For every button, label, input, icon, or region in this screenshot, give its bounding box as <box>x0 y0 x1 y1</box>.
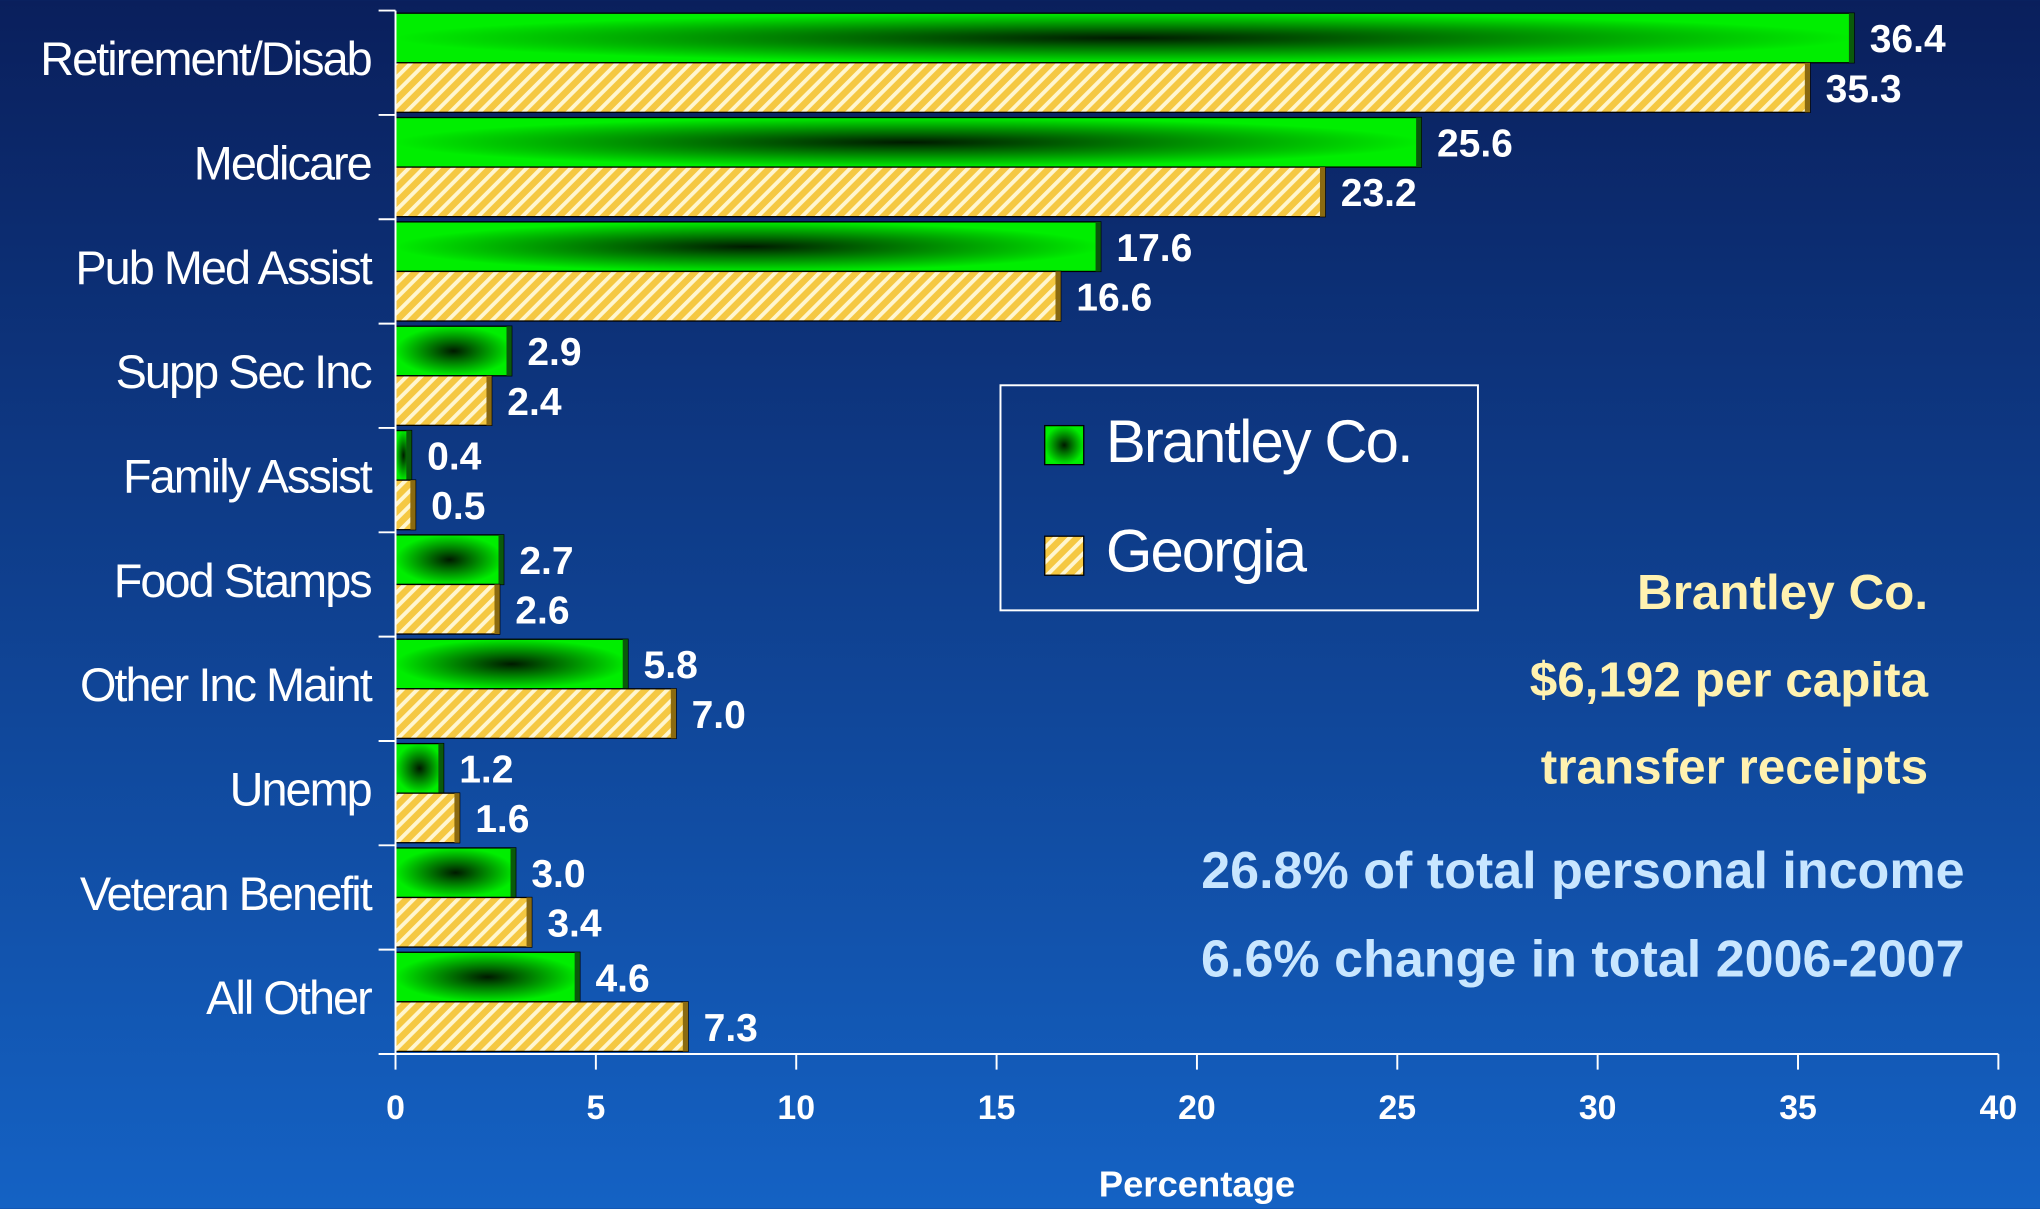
annotation: $6,192 per capita <box>1530 652 1929 707</box>
y-tick-label: Supp Sec Inc <box>116 346 373 398</box>
bar <box>394 638 629 690</box>
data-label: 4.6 <box>595 957 649 1000</box>
bar-side <box>1055 271 1061 322</box>
y-tick-label: Pub Med Assist <box>75 242 372 294</box>
data-label: 3.0 <box>531 853 585 896</box>
bar <box>394 325 513 377</box>
bar-side <box>1095 221 1101 272</box>
data-label: 7.0 <box>692 694 746 737</box>
bar-side <box>454 793 460 843</box>
x-tick-label: 30 <box>1579 1089 1617 1127</box>
y-tick-label: Other Inc Maint <box>80 659 373 711</box>
bar-side <box>1804 62 1811 113</box>
bar <box>394 896 533 948</box>
bar <box>394 688 677 740</box>
data-label: 2.9 <box>527 331 581 374</box>
bar-side <box>622 639 628 689</box>
x-axis-label: Percentage <box>1099 1163 1295 1204</box>
plot: Retirement/Disab 36.4 35.3 Medicare 25.6 23.2… <box>40 9 2018 1127</box>
bar-side <box>410 480 416 530</box>
data-label: 35.3 <box>1826 68 1902 111</box>
y-tick-label: All Other <box>206 972 372 1024</box>
y-tick-label: Retirement/Disab <box>40 33 371 85</box>
x-tick-label: 40 <box>1980 1089 2018 1127</box>
legend-swatch <box>1044 424 1085 466</box>
y-tick-label: Food Stamps <box>114 555 372 607</box>
bar <box>394 12 1855 64</box>
bar-side <box>670 688 677 739</box>
x-tick-label: 25 <box>1378 1089 1416 1127</box>
legend-box <box>999 384 1479 612</box>
bar-side <box>506 326 512 376</box>
bar-side <box>526 897 532 948</box>
bar <box>394 116 1422 168</box>
data-label: 0.4 <box>427 436 482 479</box>
bar <box>394 375 493 427</box>
x-tick-label: 0 <box>386 1089 405 1127</box>
bar-side <box>1848 13 1855 63</box>
bar <box>394 792 461 844</box>
bar <box>394 270 1062 322</box>
bar-side <box>406 430 412 481</box>
bar <box>394 221 1102 273</box>
bar <box>394 534 505 586</box>
data-label: 2.6 <box>515 589 569 632</box>
bar <box>394 742 445 794</box>
bar-side <box>682 1001 689 1052</box>
data-label: 36.4 <box>1870 18 1946 61</box>
bar-side <box>510 847 516 898</box>
bar-side <box>574 952 580 1002</box>
data-label: 25.6 <box>1437 123 1513 166</box>
data-label: 0.5 <box>431 485 485 528</box>
x-tick-label: 5 <box>586 1089 605 1127</box>
data-label: 5.8 <box>644 644 698 687</box>
data-label: 23.2 <box>1341 172 1417 215</box>
bar-side <box>438 743 444 794</box>
data-label: 1.2 <box>459 749 513 792</box>
data-label: 1.6 <box>475 798 529 841</box>
data-label: 7.3 <box>704 1007 758 1050</box>
data-label: 16.6 <box>1076 276 1152 319</box>
bar <box>394 1001 689 1053</box>
data-label: 3.4 <box>547 902 602 945</box>
bar-side <box>486 375 492 426</box>
y-tick-label: Medicare <box>194 137 371 189</box>
bar <box>394 583 501 635</box>
bar-side <box>1319 167 1326 217</box>
data-label: 2.7 <box>519 540 573 583</box>
y-tick-label: Unemp <box>230 764 372 816</box>
y-tick-label: Veteran Benefit <box>80 868 373 920</box>
annotation: 6.6% change in total 2006-2007 <box>1201 931 1964 989</box>
legend-label: Brantley Co. <box>1106 408 1412 475</box>
legend-swatch <box>1044 535 1085 576</box>
annotation: 26.8% of total personal income <box>1201 842 1964 900</box>
x-tick-label: 35 <box>1779 1089 1817 1127</box>
bar <box>394 166 1326 218</box>
x-tick-label: 15 <box>978 1089 1016 1127</box>
x-tick-label: 10 <box>777 1089 815 1127</box>
annotation: Brantley Co. <box>1637 565 1928 620</box>
x-tick-label: 20 <box>1178 1089 1216 1127</box>
data-label: 2.4 <box>507 381 562 424</box>
bar-side <box>498 534 504 585</box>
legend-label: Georgia <box>1106 518 1308 585</box>
bar <box>394 62 1811 113</box>
bar <box>394 951 581 1003</box>
bar-side <box>1416 117 1422 168</box>
bar-side <box>494 584 500 635</box>
y-tick-label: Family Assist <box>123 450 373 502</box>
data-label: 17.6 <box>1116 227 1192 270</box>
bar <box>394 847 517 899</box>
annotation: transfer receipts <box>1541 739 1928 794</box>
